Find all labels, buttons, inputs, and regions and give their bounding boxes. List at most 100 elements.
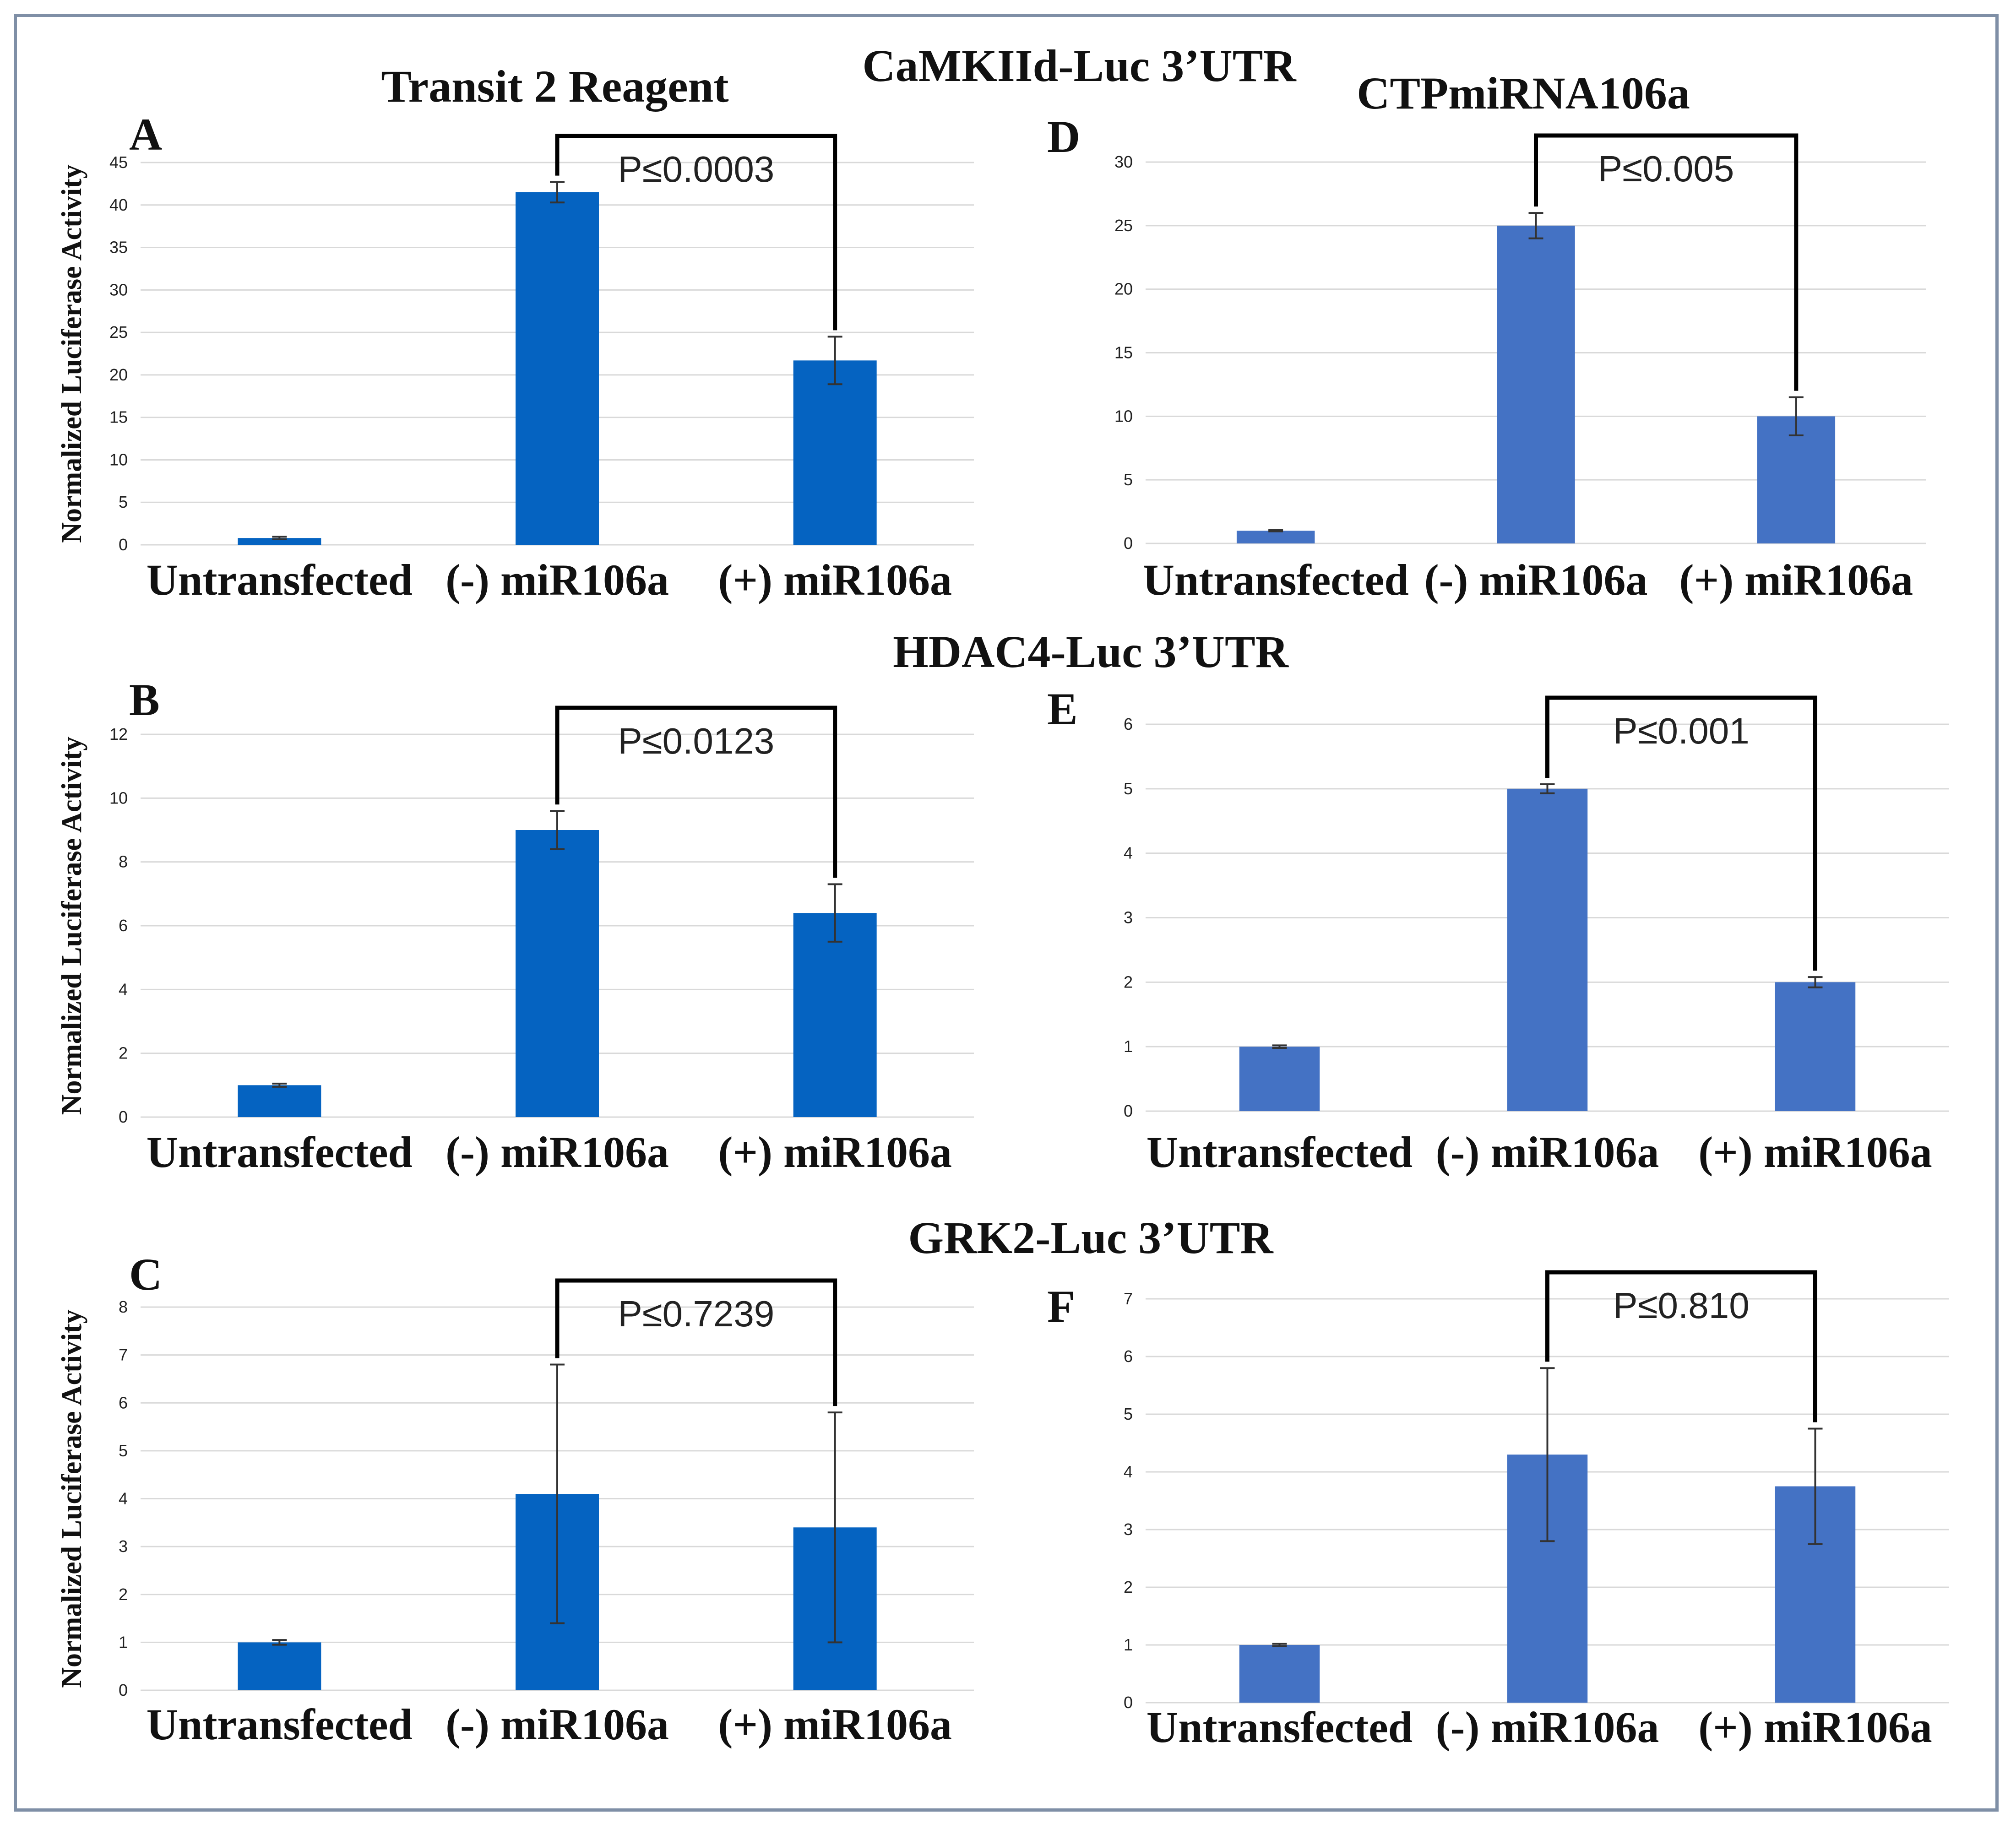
y-tick-label-f: 3 [1124,1520,1133,1539]
category-label-b-1: (-) miR106a [446,1128,669,1177]
bar-c-0 [238,1642,321,1690]
y-tick-label-b: 8 [119,852,128,871]
y-tick-label-a: 25 [109,323,128,342]
bar-b-0 [238,1085,321,1117]
y-tick-label-a: 5 [119,493,128,511]
bar-a-2 [793,360,877,545]
p-value-f: P≤0.810 [1613,1285,1749,1326]
y-tick-label-c: 2 [119,1585,128,1604]
significance-bracket-f [1545,1270,1817,1422]
y-tick-label-e: 5 [1124,779,1133,798]
category-label-b-2: (+) miR106a [718,1128,952,1177]
header-transit: Transit 2 Reagent [381,61,728,112]
y-tick-label-e: 4 [1124,844,1133,863]
p-value-c: P≤0.7239 [618,1293,774,1334]
category-label-f-2: (+) miR106a [1698,1703,1932,1752]
significance-bracket-a [555,134,837,331]
bar-d-1 [1497,225,1575,543]
category-label-f-1: (-) miR106a [1436,1703,1659,1752]
bar-a-0 [238,538,321,545]
y-tick-label-c: 6 [119,1393,128,1412]
y-tick-label-a: 10 [109,450,128,469]
y-tick-label-e: 3 [1124,908,1133,927]
bar-b-2 [793,913,877,1117]
figure-frame: CaMKIId-Luc 3’UTR Transit 2 Reagent CTPm… [14,14,1999,1812]
category-label-d-2: (+) miR106a [1679,555,1913,604]
p-value-b: P≤0.0123 [618,721,774,761]
y-tick-label-e: 6 [1124,715,1133,733]
significance-bracket-d [1534,133,1799,391]
bar-e-0 [1239,1047,1320,1111]
p-value-e: P≤0.001 [1613,711,1749,751]
category-label-b-0: Untransfected [147,1128,413,1177]
category-label-a-1: (-) miR106a [446,555,669,604]
category-label-d-1: (-) miR106a [1424,555,1648,604]
header-ctp: CTPmiRNA106a [1357,68,1690,119]
y-tick-label-f: 5 [1124,1405,1133,1423]
category-label-c-0: Untransfected [147,1700,413,1749]
category-label-a-0: Untransfected [147,555,413,604]
y-tick-label-a: 45 [109,153,128,172]
y-tick-label-f: 1 [1124,1635,1133,1654]
bar-a-1 [516,192,599,545]
y-tick-label-b: 0 [119,1107,128,1126]
header-camkii: CaMKIId-Luc 3’UTR [862,40,1297,91]
y-tick-label-a: 20 [109,365,128,384]
panel-letter-f: F [1047,1281,1075,1332]
panel-letter-d: D [1047,111,1080,162]
y-tick-label-a: 40 [109,195,128,214]
figure-canvas: CaMKIId-Luc 3’UTR Transit 2 Reagent CTPm… [56,40,1949,1752]
y-tick-label-d: 15 [1114,343,1133,362]
panel-letter-a: A [129,109,162,160]
y-tick-label-b: 2 [119,1044,128,1063]
y-tick-label-b: 10 [109,788,128,807]
category-label-e-0: Untransfected [1147,1128,1413,1177]
y-tick-label-a: 30 [109,280,128,299]
category-label-e-2: (+) miR106a [1698,1128,1932,1177]
bar-d-2 [1757,416,1836,543]
bar-f-0 [1239,1645,1320,1703]
significance-bracket-c [555,1278,837,1406]
y-tick-label-d: 25 [1114,216,1133,235]
header-hdac4: HDAC4-Luc 3’UTR [893,626,1289,677]
y-tick-label-d: 10 [1114,407,1133,425]
y-tick-label-d: 5 [1124,470,1133,489]
y-tick-label-c: 3 [119,1537,128,1556]
bar-e-1 [1507,788,1588,1111]
y-tick-label-b: 6 [119,916,128,935]
y-axis-label-a: Normalized Luciferase Activity [56,164,87,543]
y-tick-label-c: 5 [119,1441,128,1460]
y-tick-label-f: 0 [1124,1693,1133,1712]
y-tick-label-c: 0 [119,1681,128,1699]
category-label-d-0: Untransfected [1143,555,1409,604]
y-tick-label-e: 2 [1124,972,1133,991]
y-tick-label-c: 1 [119,1633,128,1651]
category-label-e-1: (-) miR106a [1436,1128,1659,1177]
category-label-f-0: Untransfected [1147,1703,1413,1752]
category-label-a-2: (+) miR106a [718,555,952,604]
panel-letter-b: B [129,674,160,725]
y-tick-label-f: 4 [1124,1462,1133,1481]
bar-e-2 [1775,982,1856,1111]
y-tick-label-e: 0 [1124,1102,1133,1120]
panel-letter-e: E [1047,684,1078,734]
bar-b-1 [516,830,599,1117]
y-tick-label-c: 8 [119,1297,128,1316]
y-axis-label-b: Normalized Luciferase Activity [56,737,87,1115]
significance-bracket-e [1545,695,1817,971]
y-tick-label-b: 4 [119,980,128,999]
category-label-c-1: (-) miR106a [446,1700,669,1749]
panel-letter-c: C [129,1249,162,1300]
y-tick-label-a: 15 [109,408,128,427]
y-tick-label-c: 7 [119,1346,128,1364]
category-label-c-2: (+) miR106a [718,1700,952,1749]
y-tick-label-f: 6 [1124,1347,1133,1366]
y-tick-label-d: 30 [1114,152,1133,171]
y-tick-label-a: 35 [109,238,128,257]
y-tick-label-a: 0 [119,535,128,554]
y-axis-label-c: Normalized Luciferase Activity [56,1309,87,1688]
y-tick-label-d: 20 [1114,280,1133,299]
y-tick-label-c: 4 [119,1489,128,1508]
p-value-d: P≤0.005 [1598,148,1734,189]
y-tick-label-b: 12 [109,725,128,744]
